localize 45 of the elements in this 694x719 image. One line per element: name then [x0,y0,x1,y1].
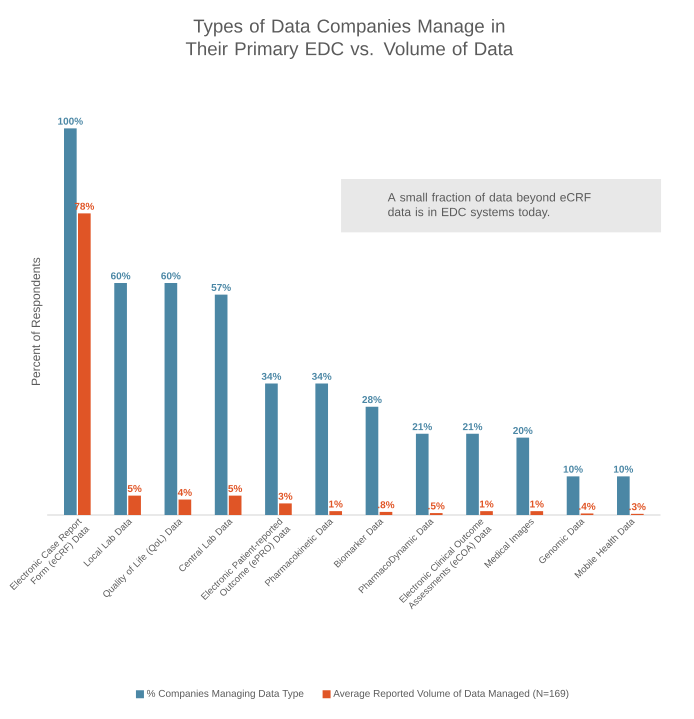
legend-label: % Companies Managing Data Type [146,690,304,699]
bar [78,213,91,516]
bar [315,384,328,516]
bar [366,406,378,516]
bar [416,434,429,516]
data-label: 21% [462,423,482,430]
bar [516,438,530,516]
bar [164,283,178,516]
bar [480,511,493,516]
data-label: 28% [362,396,382,404]
bar [178,500,192,516]
data-label: 3% [278,492,292,500]
bar [380,512,392,516]
data-label: 57% [211,284,231,292]
bar [114,283,127,516]
data-label: 1% [480,500,494,508]
bar [214,294,228,516]
bar [566,476,580,516]
data-label: 100% [58,118,83,125]
data-label: 5% [228,485,242,492]
data-label: 60% [161,272,181,280]
data-label: 10% [564,466,583,473]
data-label: 20% [513,426,533,434]
data-label: 5% [128,485,142,492]
annotation: A small fraction of data beyond eCRF data is in EDC systems today. [388,192,591,219]
data-label: 4% [178,488,192,496]
legend-label: Average Reported Volume of Data Managed (N=169) [333,690,568,699]
bar [228,496,242,516]
y-axis-title: Percent of Respondents [31,258,42,386]
data-label: 60% [110,272,130,280]
bar [530,511,544,516]
bar [466,434,479,516]
bar [265,384,278,516]
data-label: 10% [614,466,634,473]
bar [329,511,342,516]
chart-title: Types of Data Companies Manage in Their Primary EDC vs. Volume of Data [186,18,514,60]
bar [128,496,141,516]
data-label: .8% [378,501,394,508]
data-label: 34% [262,372,282,380]
data-label: 1% [530,500,544,508]
data-label: 1% [329,500,343,508]
data-label: 21% [412,423,432,430]
data-label: 34% [312,372,332,380]
bar [617,476,630,516]
bar [279,503,292,516]
